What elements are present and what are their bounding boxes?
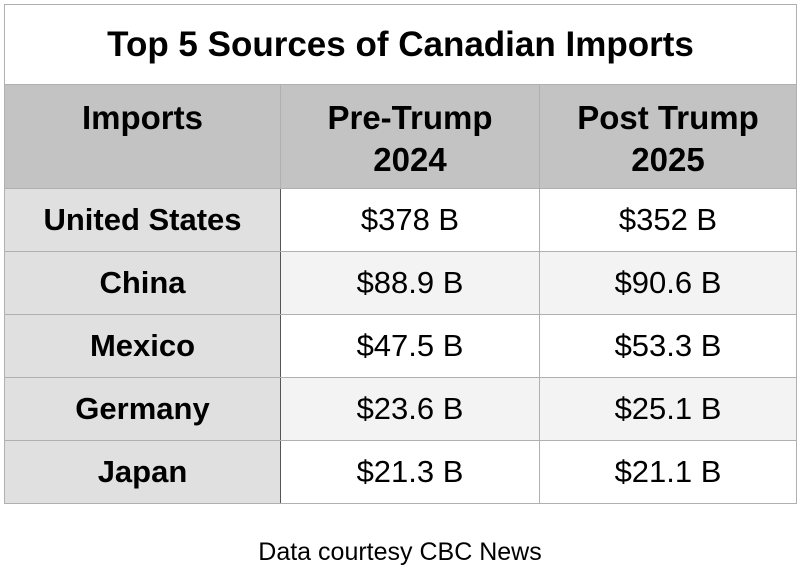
table-row: Germany $23.6 B $25.1 B bbox=[4, 377, 797, 441]
column-header-imports: Imports bbox=[4, 84, 281, 189]
post-trump-value: $90.6 B bbox=[539, 251, 797, 315]
post-trump-value: $53.3 B bbox=[539, 314, 797, 378]
imports-table: Top 5 Sources of Canadian Imports Import… bbox=[4, 4, 797, 504]
country-cell: Mexico bbox=[4, 314, 281, 378]
pre-trump-value: $47.5 B bbox=[280, 314, 540, 378]
pre-trump-value: $88.9 B bbox=[280, 251, 540, 315]
pre-trump-value: $21.3 B bbox=[280, 440, 540, 504]
country-cell: China bbox=[4, 251, 281, 315]
pre-trump-value: $23.6 B bbox=[280, 377, 540, 441]
country-cell: Japan bbox=[4, 440, 281, 504]
country-cell: Germany bbox=[4, 377, 281, 441]
table-row: Mexico $47.5 B $53.3 B bbox=[4, 314, 797, 378]
table-row: Japan $21.3 B $21.1 B bbox=[4, 440, 797, 504]
column-header-post-trump: Post Trump 2025 bbox=[539, 84, 797, 189]
post-trump-value: $21.1 B bbox=[539, 440, 797, 504]
pre-trump-value: $378 B bbox=[280, 188, 540, 252]
post-trump-value: $25.1 B bbox=[539, 377, 797, 441]
post-trump-value: $352 B bbox=[539, 188, 797, 252]
source-caption: Data courtesy CBC News bbox=[258, 538, 542, 566]
table-row: China $88.9 B $90.6 B bbox=[4, 251, 797, 315]
country-cell: United States bbox=[4, 188, 281, 252]
header-row: Imports Pre-Trump 2024 Post Trump 2025 bbox=[4, 84, 797, 189]
table-title: Top 5 Sources of Canadian Imports bbox=[4, 4, 797, 85]
table-row: United States $378 B $352 B bbox=[4, 188, 797, 252]
column-header-pre-trump: Pre-Trump 2024 bbox=[280, 84, 540, 189]
